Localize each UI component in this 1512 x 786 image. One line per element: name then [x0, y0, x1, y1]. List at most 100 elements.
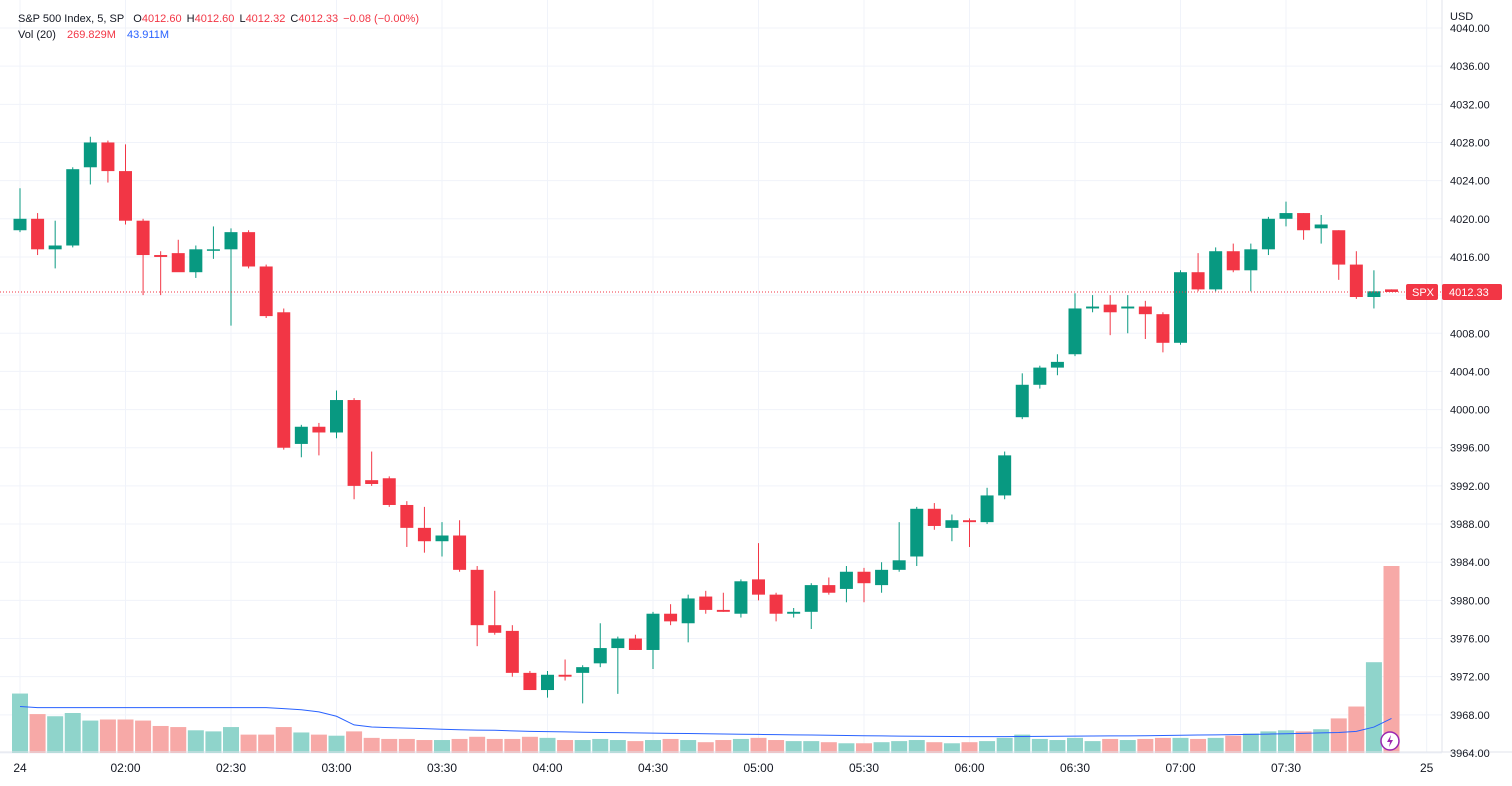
currency-label: USD — [1450, 11, 1473, 23]
price-axis[interactable]: 3964.00 3968.00 3972.00 3976.00 3980.00 3984.… — [1450, 23, 1490, 760]
volume-bar — [1031, 738, 1048, 753]
time-tick-label: 03:00 — [321, 761, 351, 775]
time-tick-label: 06:30 — [1060, 761, 1090, 775]
low-value: 4012.32 — [245, 13, 286, 25]
candle — [1244, 243, 1258, 292]
candle — [1279, 201, 1293, 227]
last-price-tag: SPX 4012.33 — [1406, 283, 1502, 300]
candle — [470, 566, 484, 647]
volume-bar — [1348, 706, 1365, 753]
candle — [998, 451, 1012, 500]
candle — [1226, 243, 1240, 273]
time-tick-label: 07:00 — [1165, 761, 1195, 775]
candle — [1033, 365, 1047, 389]
volume-bar — [803, 741, 820, 753]
volume-bar — [979, 741, 996, 753]
candle-body — [453, 535, 467, 570]
price-tick-label: 3980.00 — [1450, 595, 1490, 607]
candle-body — [664, 613, 678, 622]
candle-body — [769, 594, 783, 614]
candle-body — [488, 625, 502, 633]
candle-body — [259, 266, 273, 317]
volume-bar — [135, 720, 152, 753]
price-tick-label: 4008.00 — [1450, 328, 1490, 340]
candle-body — [998, 455, 1012, 496]
candle — [646, 611, 660, 670]
candle-body — [224, 232, 238, 250]
candle — [365, 451, 379, 486]
candle-body — [1033, 367, 1047, 385]
volume-bar — [258, 734, 275, 753]
candle — [892, 522, 906, 572]
price-tick-label: 3984.00 — [1450, 557, 1490, 569]
volume-bar — [961, 742, 978, 753]
volume-bar — [1313, 729, 1330, 753]
price-tick-label: 4000.00 — [1450, 405, 1490, 417]
candle — [1261, 216, 1275, 256]
candle-body — [470, 569, 484, 626]
candle — [154, 251, 168, 296]
high-label: H — [186, 13, 195, 25]
last-price-value: 4012.33 — [1449, 287, 1489, 299]
lightning-icon[interactable] — [1380, 731, 1400, 751]
candle — [1138, 300, 1152, 339]
candle — [417, 506, 431, 553]
last-price-symbol-tag — [1406, 283, 1438, 300]
candle-body — [1015, 384, 1029, 418]
volume-bar — [521, 736, 538, 753]
price-tick-label: 3988.00 — [1450, 519, 1490, 531]
candle — [1015, 373, 1029, 420]
candle — [1086, 295, 1100, 313]
candle-body — [294, 426, 308, 444]
candle — [1191, 253, 1205, 292]
candle — [822, 577, 836, 595]
candle-body — [541, 674, 554, 691]
volume-bar — [539, 737, 556, 753]
candle — [171, 239, 185, 273]
candle-body — [277, 312, 291, 448]
volume-bar — [645, 740, 661, 753]
candle-body — [31, 218, 45, 250]
volume-ma-value: 43.911M — [126, 29, 169, 41]
volume-bar — [996, 737, 1013, 753]
volume-bar — [504, 738, 521, 753]
price-tick-label: 3996.00 — [1450, 443, 1490, 455]
volume-bar — [574, 740, 591, 753]
candle-body — [66, 169, 80, 246]
candle-body — [136, 220, 150, 256]
candle-body — [628, 638, 642, 650]
volume-bar — [1014, 734, 1031, 753]
volume-bar — [750, 737, 767, 753]
candle-body — [171, 253, 185, 273]
volume-bar — [680, 740, 697, 753]
last-price-symbol: SPX — [1412, 287, 1435, 299]
candle — [576, 665, 590, 704]
candle — [1050, 354, 1064, 376]
volume-bar — [99, 719, 116, 753]
candle-body — [505, 630, 519, 673]
candle — [769, 592, 783, 622]
candle — [734, 579, 748, 618]
candle — [611, 636, 625, 694]
candle-body — [347, 400, 361, 486]
volume-bar — [1383, 566, 1400, 753]
chart-legend: S&P 500 Index, 5, SP O4012.60 H4012.60 L… — [18, 11, 421, 43]
candle — [66, 167, 80, 248]
volume-bar — [1172, 737, 1189, 753]
time-axis[interactable]: 24 02:00 02:30 03:00 03:30 04:00 04:30 05:00 05:… — [13, 761, 1433, 775]
candle-body — [101, 142, 115, 172]
candle-body — [1086, 306, 1100, 309]
candle — [1068, 293, 1082, 357]
high-value: 4012.60 — [194, 13, 235, 25]
volume-bars — [12, 566, 1400, 753]
volume-bar — [486, 738, 503, 753]
candle — [1349, 251, 1363, 299]
volume-bar — [205, 731, 222, 753]
volume-bar — [223, 727, 239, 753]
volume-bar — [1365, 662, 1382, 753]
candle — [400, 501, 414, 547]
volume-bar — [47, 716, 64, 753]
candle-body — [382, 478, 396, 505]
candle — [523, 670, 537, 691]
